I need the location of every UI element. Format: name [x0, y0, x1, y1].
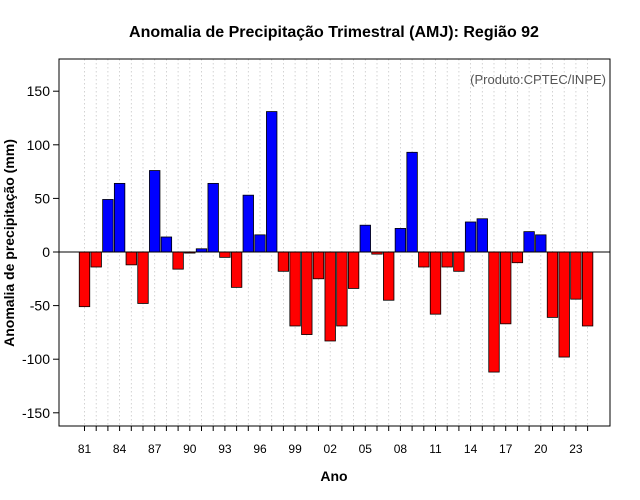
- bar-2023: [570, 251, 582, 300]
- bar-2013: [453, 251, 465, 272]
- bar-2007: [383, 251, 395, 301]
- credit-label: (Produto:CPTEC/INPE): [470, 72, 606, 87]
- x-tick-label-02: 02: [324, 442, 338, 456]
- bar-1988: [160, 236, 173, 253]
- y-tick-label-50: 50: [34, 190, 50, 206]
- bar-2004: [347, 251, 360, 289]
- x-tick-label-05: 05: [359, 442, 373, 456]
- bar-2021: [546, 251, 559, 318]
- x-tick-label-90: 90: [183, 442, 197, 456]
- x-tick-label-81: 81: [78, 442, 92, 456]
- bar-2008: [394, 228, 407, 253]
- bar-1984: [113, 182, 126, 253]
- bar-2022: [558, 251, 570, 358]
- bar-2016: [488, 251, 500, 373]
- bars: [78, 111, 594, 373]
- bar-2005: [359, 224, 371, 253]
- y-axis: -150 -100 -50 0 50 100 150: [22, 83, 59, 421]
- x-axis-title: Ano: [320, 468, 347, 484]
- bar-1989: [172, 251, 184, 270]
- bar-2001: [312, 251, 325, 280]
- x-axis: 81 84 87 90 93 96 99 02 05 08 11 14 17 20 23: [78, 426, 589, 456]
- bar-2003: [336, 251, 348, 327]
- x-tick-label-11: 11: [429, 442, 442, 456]
- bar-1996: [254, 234, 266, 253]
- y-tick-label-150: 150: [27, 83, 51, 99]
- bar-1992: [207, 182, 219, 253]
- x-tick-label-20: 20: [534, 442, 548, 456]
- bar-2015: [476, 218, 488, 253]
- bar-2018: [511, 251, 524, 264]
- bar-1998: [277, 251, 290, 272]
- y-tick-label-0: 0: [42, 244, 50, 260]
- bar-1982: [90, 251, 102, 268]
- bar-1987: [149, 170, 161, 253]
- bar-1999: [289, 251, 301, 327]
- y-axis-title: Anomalia de precipitação (mm): [1, 139, 17, 347]
- bar-2012: [441, 251, 453, 268]
- bar-1994: [230, 251, 243, 288]
- bar-1981: [78, 251, 91, 308]
- bar-2014: [464, 221, 477, 253]
- x-tick-label-23: 23: [569, 442, 583, 456]
- x-tick-label-93: 93: [218, 442, 232, 456]
- bar-2024: [581, 251, 594, 327]
- x-tick-label-17: 17: [499, 442, 513, 456]
- bar-1993: [219, 251, 231, 258]
- bar-2009: [406, 151, 418, 253]
- bar-1997: [266, 111, 278, 253]
- plot-frame: [58, 58, 611, 427]
- bar-2002: [324, 251, 336, 342]
- x-tick-label-96: 96: [253, 442, 267, 456]
- chart-title: Anomalia de Precipitação Trimestral (AMJ…: [129, 24, 539, 41]
- x-tick-label-08: 08: [394, 442, 408, 456]
- y-tick-label--50: -50: [30, 298, 50, 314]
- bar-1983: [102, 199, 114, 253]
- y-tick-label--150: -150: [22, 405, 50, 421]
- bar-2010: [418, 251, 430, 268]
- x-tick-label-14: 14: [464, 442, 478, 456]
- y-tick-label--100: -100: [22, 351, 50, 367]
- bar-2020: [535, 234, 547, 253]
- bar-2011: [429, 251, 442, 315]
- x-tick-label-99: 99: [288, 442, 302, 456]
- bar-1995: [242, 194, 254, 253]
- bar-1986: [137, 251, 149, 304]
- bar-2000: [301, 251, 313, 335]
- bar-2019: [523, 231, 535, 253]
- bar-1985: [125, 251, 137, 266]
- bar-2017: [500, 251, 512, 325]
- y-tick-label-100: 100: [27, 137, 51, 153]
- x-tick-label-87: 87: [148, 442, 162, 456]
- x-tick-label-84: 84: [113, 442, 127, 456]
